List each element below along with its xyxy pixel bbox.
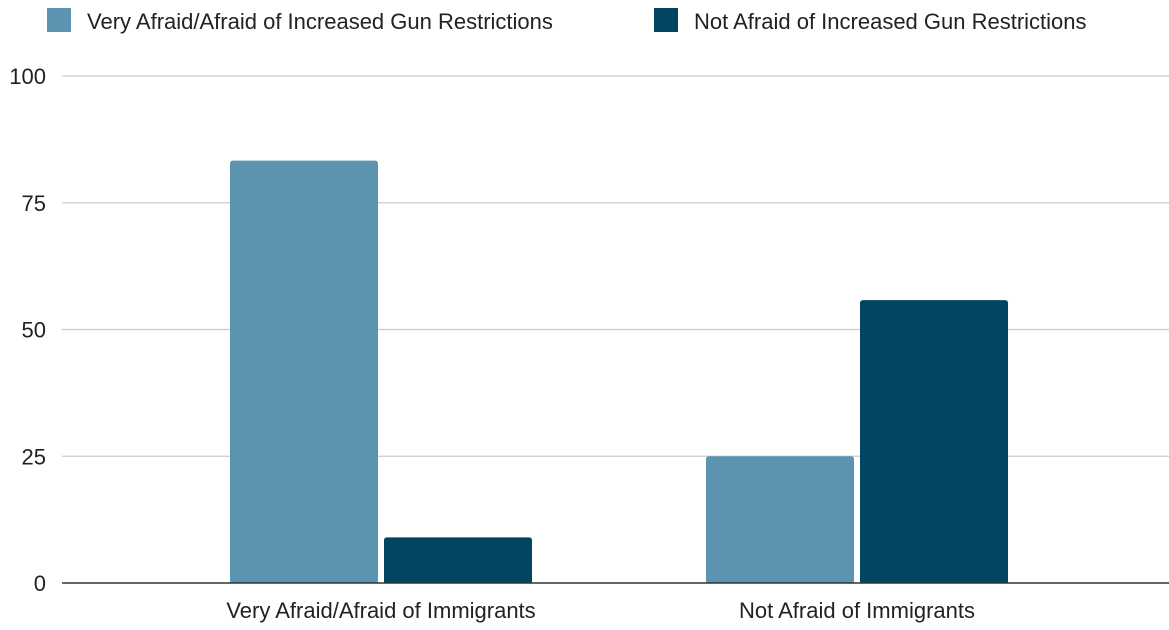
y-tick-label-75: 75	[22, 191, 46, 216]
y-tick-label-50: 50	[22, 318, 46, 343]
y-axis-ticks: 0 25 50 75 100	[9, 64, 46, 596]
legend-label-1: Very Afraid/Afraid of Increased Gun Rest…	[87, 9, 553, 34]
bar-series1-cat2	[706, 456, 854, 583]
y-tick-label-25: 25	[22, 444, 46, 469]
legend-swatch-1	[47, 8, 71, 32]
legend-label-2: Not Afraid of Increased Gun Restrictions	[694, 9, 1087, 34]
bar-series2-cat1	[384, 537, 532, 583]
y-tick-label-100: 100	[9, 64, 46, 89]
x-category-label-2: Not Afraid of Immigrants	[739, 598, 975, 623]
bars	[230, 160, 1008, 583]
legend: Very Afraid/Afraid of Increased Gun Rest…	[47, 8, 1087, 34]
legend-swatch-2	[654, 8, 678, 32]
y-tick-label-0: 0	[34, 571, 46, 596]
x-category-label-1: Very Afraid/Afraid of Immigrants	[226, 598, 535, 623]
bar-series1-cat1	[230, 160, 378, 583]
bar-series2-cat2	[860, 300, 1008, 583]
x-axis-labels: Very Afraid/Afraid of Immigrants Not Afra…	[226, 598, 975, 623]
